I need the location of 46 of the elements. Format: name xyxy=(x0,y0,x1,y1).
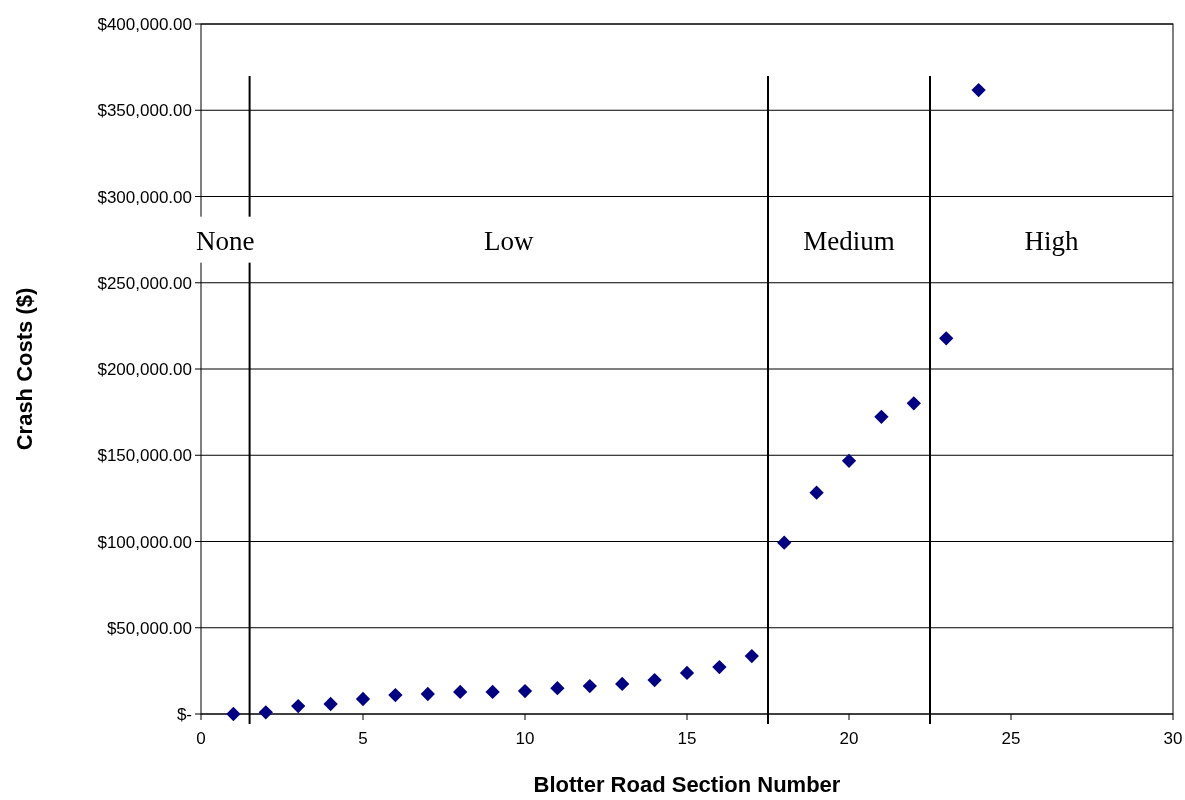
point xyxy=(712,659,727,675)
annotation: High xyxy=(1024,225,1079,256)
y-tick-label: $- xyxy=(176,705,192,724)
y-tick-label: $250,000.00 xyxy=(97,273,192,293)
point xyxy=(679,665,695,681)
x-tick-label: 0 xyxy=(196,729,206,748)
point xyxy=(582,678,597,694)
x-tick-label: 20 xyxy=(839,729,859,748)
point xyxy=(226,706,241,722)
point xyxy=(809,485,824,500)
point xyxy=(517,683,533,699)
point xyxy=(355,691,371,707)
point xyxy=(420,686,435,702)
point xyxy=(971,82,986,98)
x-tick-label: 5 xyxy=(358,729,368,748)
point xyxy=(906,396,921,411)
x-tick-label: 15 xyxy=(677,729,697,748)
x-tick-label: 10 xyxy=(515,729,535,748)
point xyxy=(291,698,306,714)
point xyxy=(388,687,403,703)
y-axis-title: Crash Costs ($) xyxy=(12,287,37,451)
point xyxy=(550,680,565,696)
point xyxy=(841,453,857,468)
annotation: Medium xyxy=(803,225,895,256)
point xyxy=(615,676,630,692)
point xyxy=(323,696,338,712)
y-tick-label: $300,000.00 xyxy=(97,187,192,207)
point xyxy=(874,409,889,424)
point xyxy=(485,684,500,700)
y-tick-label: $200,000.00 xyxy=(97,360,192,379)
point xyxy=(453,684,468,700)
y-tick-label: $100,000.00 xyxy=(97,532,192,552)
x-axis-title: Blotter Road Section Number xyxy=(533,772,841,797)
point xyxy=(258,705,273,720)
point xyxy=(647,672,662,688)
point xyxy=(777,535,792,550)
y-tick-label: $50,000.00 xyxy=(106,618,192,638)
annotation: None xyxy=(196,225,255,256)
x-tick-label: 25 xyxy=(1001,729,1021,748)
point xyxy=(939,331,954,346)
y-tick-label: $150,000.00 xyxy=(97,446,192,466)
point xyxy=(744,648,759,664)
annotation: Low xyxy=(484,225,535,256)
y-tick-label: $400,000.00 xyxy=(97,15,192,34)
x-tick-label: 30 xyxy=(1163,729,1183,748)
y-tick-label: $350,000.00 xyxy=(97,101,192,121)
